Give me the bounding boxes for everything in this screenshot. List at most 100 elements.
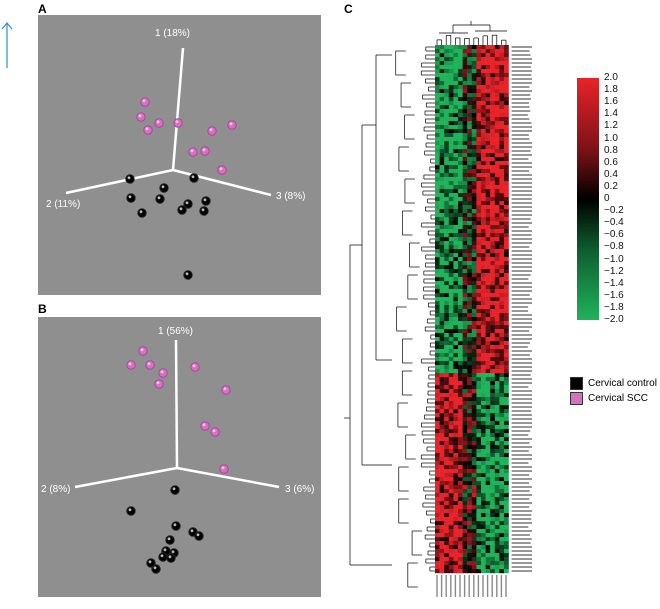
control-point — [159, 183, 169, 193]
scc-point — [210, 427, 220, 437]
scc-point — [207, 126, 217, 136]
scc-point-highlight — [202, 423, 206, 427]
scc-point-highlight — [138, 114, 142, 118]
control-point — [166, 553, 176, 563]
color-scale-tick: −1.6 — [604, 289, 624, 301]
color-scale-tick: 0.4 — [604, 168, 618, 180]
axis-1-line — [171, 47, 185, 171]
scc-point — [154, 118, 164, 128]
color-scale-tick: 0 — [604, 193, 610, 204]
legend-item-control: Cervical control — [570, 377, 657, 390]
control-point-highlight — [201, 208, 205, 212]
heatmap-svg — [344, 21, 538, 597]
color-scale-tick: −1.0 — [604, 253, 624, 265]
pca-plot-b: 1 (56%) 2 (8%) 3 (6%) — [38, 317, 321, 597]
axis-1-label: 1 (18%) — [155, 28, 191, 39]
control-point-highlight — [168, 555, 172, 559]
control-point-highlight — [163, 548, 167, 552]
color-scale-tick: −0.2 — [604, 205, 624, 217]
scc-point-highlight — [202, 148, 206, 152]
color-scale-tick: −0.8 — [604, 241, 624, 253]
control-point-highlight — [190, 529, 194, 533]
control-point-highlight — [167, 537, 171, 541]
control-point-highlight — [128, 195, 132, 199]
control-point — [126, 193, 136, 203]
scc-point-highlight — [192, 364, 196, 368]
color-scale-tick: −2.0 — [604, 314, 624, 325]
scc-point — [219, 464, 229, 474]
control-point-highlight — [127, 176, 131, 180]
control-point-highlight — [172, 487, 176, 491]
control-point — [171, 521, 181, 531]
control-point — [183, 270, 193, 280]
scc-point — [126, 360, 136, 370]
scc-point-highlight — [221, 466, 225, 470]
scc-point-highlight — [142, 99, 146, 103]
color-scale-tick: 1.4 — [604, 108, 618, 120]
control-point — [170, 485, 180, 495]
control-point — [125, 174, 135, 184]
panel-letter-c: C — [344, 2, 353, 16]
axis-3-line — [172, 168, 272, 197]
pca-plot-b-svg — [74, 339, 280, 574]
legend-label-scc: Cervical SCC — [588, 393, 649, 404]
scc-point — [221, 385, 231, 395]
row-dendrogram — [344, 21, 507, 588]
control-point — [126, 506, 136, 516]
scc-point-highlight — [229, 122, 233, 126]
scc-point — [140, 97, 150, 107]
axis-1-line — [174, 339, 179, 469]
control-point-highlight — [160, 554, 164, 558]
color-scale-tick: −1.4 — [604, 277, 624, 289]
scc-point-highlight — [160, 370, 164, 374]
scc-point — [143, 125, 153, 135]
control-point-highlight — [157, 196, 161, 200]
scc-point — [227, 120, 237, 130]
color-scale-tick: 0.8 — [604, 144, 618, 156]
control-point — [194, 531, 204, 541]
color-scale-tick: −0.4 — [604, 217, 624, 229]
panel-letter-a: A — [38, 2, 47, 16]
control-point-highlight — [173, 523, 177, 527]
up-arrow-icon[interactable] — [0, 20, 14, 70]
scc-point-highlight — [145, 127, 149, 131]
control-point-highlight — [171, 550, 175, 554]
legend-label-control: Cervical control — [588, 378, 657, 389]
color-scale-tick: −0.6 — [604, 229, 624, 241]
color-scale-bar — [577, 78, 599, 320]
color-scale-tick: −1.2 — [604, 265, 624, 277]
control-point-highlight — [191, 175, 195, 179]
control-point — [199, 206, 209, 216]
scc-point — [173, 118, 183, 128]
axis-1-label: 1 (56%) — [158, 326, 194, 337]
heatmap-figure — [342, 18, 538, 604]
control-point-highlight — [185, 272, 189, 276]
scc-point-highlight — [140, 348, 144, 352]
scc-point-highlight — [128, 362, 132, 366]
panel-letter-b: B — [38, 302, 47, 316]
axis-2-label: 2 (11%) — [46, 199, 81, 210]
axis-3-label: 3 (8%) — [276, 191, 306, 202]
scc-point-highlight — [190, 149, 194, 153]
control-point-highlight — [139, 210, 143, 214]
scc-point — [188, 147, 198, 157]
control-point — [201, 196, 211, 206]
axis-3-line — [176, 466, 280, 489]
control-point-highlight — [161, 185, 165, 189]
legend-item-scc: Cervical SCC — [570, 392, 648, 405]
color-scale-tick: 2.0 — [604, 72, 618, 83]
scc-point — [158, 368, 168, 378]
control-point-highlight — [128, 508, 132, 512]
scc-point-highlight — [212, 429, 216, 433]
legend-swatch-control — [570, 377, 583, 390]
scc-point-highlight — [223, 387, 227, 391]
scc-point — [138, 346, 148, 356]
pca-plot-a-svg — [65, 47, 272, 280]
scc-point — [200, 146, 210, 156]
control-point-highlight — [203, 198, 207, 202]
scc-point — [217, 165, 227, 175]
axis-3-label: 3 (6%) — [285, 484, 315, 495]
scc-point — [145, 360, 155, 370]
scc-point-highlight — [156, 381, 160, 385]
scc-point — [154, 379, 164, 389]
